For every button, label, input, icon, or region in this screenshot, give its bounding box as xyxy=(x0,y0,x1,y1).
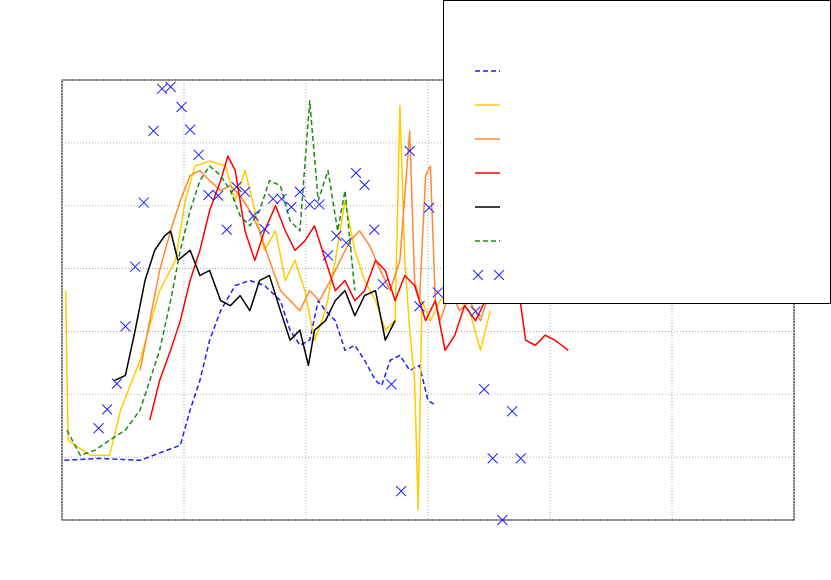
data-marker xyxy=(231,181,242,193)
data-marker xyxy=(212,190,224,202)
data-marker xyxy=(248,210,259,222)
data-marker xyxy=(350,167,362,179)
data-marker xyxy=(294,186,306,198)
data-marker xyxy=(423,202,435,213)
data-marker xyxy=(165,81,176,93)
series xyxy=(64,279,436,462)
data-marker xyxy=(506,405,518,417)
data-marker xyxy=(331,230,342,242)
legend-swatch xyxy=(493,269,505,281)
data-marker xyxy=(93,422,104,434)
data-marker xyxy=(101,404,113,415)
data-marker xyxy=(359,179,370,191)
data-marker xyxy=(340,237,352,249)
data-marker xyxy=(138,197,150,208)
data-marker xyxy=(432,287,444,298)
data-marker xyxy=(111,378,123,389)
data-marker xyxy=(176,101,187,113)
data-marker xyxy=(395,485,407,497)
data-marker xyxy=(386,378,397,390)
data-marker xyxy=(414,300,425,312)
data-line xyxy=(114,230,396,382)
data-marker xyxy=(515,453,527,464)
series xyxy=(66,99,356,457)
data-marker xyxy=(497,514,508,526)
legend xyxy=(443,0,831,304)
data-marker xyxy=(377,278,389,290)
data-marker xyxy=(259,223,270,235)
legend-swatch xyxy=(472,269,484,281)
data-marker xyxy=(304,199,316,210)
data-marker xyxy=(184,124,196,136)
data-line xyxy=(64,279,436,462)
data-marker xyxy=(148,125,159,137)
data-marker xyxy=(478,383,490,395)
data-marker xyxy=(239,186,251,198)
data-marker xyxy=(368,224,380,235)
data-marker xyxy=(286,201,297,213)
data-marker xyxy=(470,305,481,317)
data-marker xyxy=(487,453,499,464)
series xyxy=(93,81,527,526)
legend-box xyxy=(443,0,831,304)
data-marker xyxy=(404,145,416,157)
data-line xyxy=(66,99,356,457)
data-marker xyxy=(314,199,325,210)
data-marker xyxy=(276,193,287,205)
data-marker xyxy=(267,193,279,205)
data-marker xyxy=(120,321,131,332)
data-marker xyxy=(193,149,204,161)
data-marker xyxy=(322,250,334,261)
data-marker xyxy=(156,83,168,95)
data-marker xyxy=(221,224,233,235)
data-marker xyxy=(203,189,214,201)
data-line xyxy=(64,105,491,511)
series xyxy=(64,105,491,511)
data-marker xyxy=(129,261,141,273)
series xyxy=(114,230,396,382)
